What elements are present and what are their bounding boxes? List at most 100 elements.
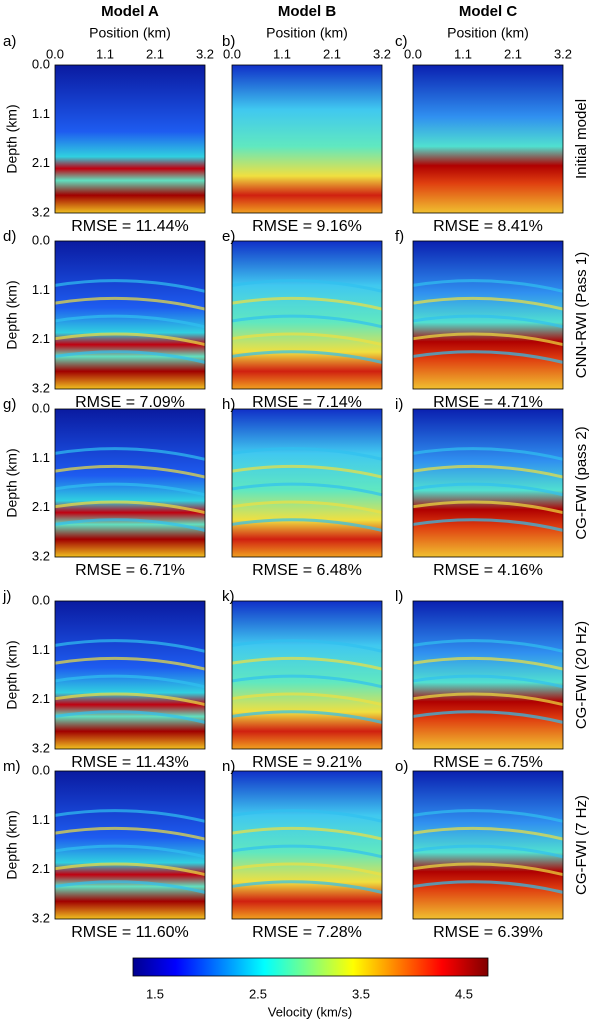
image-frame xyxy=(231,770,383,920)
layer-streak xyxy=(231,296,383,311)
y-tick-label: 2.1 xyxy=(32,155,50,170)
x-tick-label: 3.2 xyxy=(196,46,214,61)
layer-streak xyxy=(412,279,564,293)
velocity-image xyxy=(413,65,563,213)
layer-streak xyxy=(412,826,564,841)
y-tick-label: 3.2 xyxy=(32,740,50,755)
rmse-label: RMSE = 8.41% xyxy=(433,218,543,235)
x-tick-label: 2.1 xyxy=(323,46,341,61)
layer-streak xyxy=(412,809,564,823)
y-axis-label: Depth (km) xyxy=(4,448,20,517)
panel-letter: d) xyxy=(3,228,16,245)
rmse-label: RMSE = 7.14% xyxy=(252,394,362,411)
layer-streak xyxy=(412,482,564,497)
row-label: CG-FWI (pass 2) xyxy=(573,426,590,539)
layer-streak xyxy=(231,314,383,329)
image-frame xyxy=(54,64,206,214)
y-tick-label: 2.1 xyxy=(32,861,50,876)
x-tick-label: 1.1 xyxy=(454,46,472,61)
image-frame xyxy=(231,240,383,390)
colorbar xyxy=(132,957,489,977)
y-tick-label: 0.0 xyxy=(32,762,50,777)
colorbar-tick-label: 3.5 xyxy=(352,986,370,1001)
y-tick-label: 1.1 xyxy=(32,106,50,121)
image-frame xyxy=(231,408,383,558)
layer-streak xyxy=(54,692,206,707)
layer-streak xyxy=(231,279,383,293)
colorbar-tick-label: 2.5 xyxy=(249,986,267,1001)
image-frame xyxy=(412,64,564,214)
panel-letter: h) xyxy=(222,396,235,413)
rmse-label: RMSE = 9.21% xyxy=(252,754,362,771)
layer-streak xyxy=(231,862,383,877)
y-tick-label: 3.2 xyxy=(32,380,50,395)
layer-streak xyxy=(412,862,564,877)
layer-streak xyxy=(231,464,383,479)
rmse-label: RMSE = 11.60% xyxy=(71,924,189,941)
y-axis-label: Depth (km) xyxy=(4,640,20,709)
row-label: Initial model xyxy=(573,99,590,179)
layer-streak xyxy=(412,296,564,311)
rmse-label: RMSE = 4.71% xyxy=(433,394,543,411)
layer-streak xyxy=(54,809,206,823)
layer-streak xyxy=(54,639,206,653)
x-tick-label: 3.2 xyxy=(554,46,572,61)
panel-letter: c) xyxy=(395,33,408,50)
image-frame xyxy=(412,408,564,558)
layer-streak xyxy=(412,464,564,479)
y-tick-label: 0.0 xyxy=(32,400,50,415)
image-frame xyxy=(231,64,383,214)
layer-streak xyxy=(54,314,206,329)
layer-streak xyxy=(412,350,564,364)
layer-streak xyxy=(231,639,383,653)
panel-letter: l) xyxy=(395,588,403,605)
layer-streak xyxy=(412,332,564,347)
layer-streak xyxy=(54,482,206,497)
panel-letter: i) xyxy=(395,396,403,413)
layer-streak xyxy=(412,692,564,707)
layer-streak xyxy=(54,332,206,347)
layer-streak xyxy=(231,332,383,347)
layer-streak xyxy=(231,710,383,724)
x-tick-label: 2.1 xyxy=(146,46,164,61)
y-tick-label: 2.1 xyxy=(32,499,50,514)
layer-streak xyxy=(412,880,564,894)
layer-streak xyxy=(54,710,206,724)
y-axis-label: Depth (km) xyxy=(4,104,20,173)
colorbar-tick-label: 1.5 xyxy=(146,986,164,1001)
x-tick-label: 3.2 xyxy=(373,46,391,61)
colorbar-tick-label: 4.5 xyxy=(455,986,473,1001)
layer-streak xyxy=(231,844,383,859)
rmse-label: RMSE = 6.39% xyxy=(433,924,543,941)
layer-streak xyxy=(412,518,564,532)
y-tick-label: 0.0 xyxy=(32,592,50,607)
y-tick-label: 3.2 xyxy=(32,204,50,219)
layer-streak xyxy=(231,674,383,689)
column-title: Model C xyxy=(459,3,517,20)
layer-streak xyxy=(231,447,383,461)
y-tick-label: 1.1 xyxy=(32,450,50,465)
velocity-image xyxy=(55,65,205,213)
y-tick-label: 2.1 xyxy=(32,691,50,706)
column-title: Model A xyxy=(101,3,159,20)
image-frame xyxy=(54,600,206,750)
x-tick-label: 1.1 xyxy=(273,46,291,61)
layer-streak xyxy=(412,656,564,671)
image-frame xyxy=(231,600,383,750)
layer-streak xyxy=(54,279,206,293)
y-tick-label: 1.1 xyxy=(32,812,50,827)
rmse-label: RMSE = 6.75% xyxy=(433,754,543,771)
layer-streak xyxy=(231,826,383,841)
layer-streak xyxy=(412,500,564,515)
image-frame xyxy=(54,240,206,390)
layer-streak xyxy=(54,350,206,364)
panel-letter: b) xyxy=(222,33,235,50)
layer-streak xyxy=(412,314,564,329)
x-tick-label: 2.1 xyxy=(504,46,522,61)
rmse-label: RMSE = 6.48% xyxy=(252,562,362,579)
panel-letter: f) xyxy=(395,228,404,245)
y-tick-label: 3.2 xyxy=(32,910,50,925)
layer-streak xyxy=(54,464,206,479)
panel-letter: j) xyxy=(2,588,11,605)
